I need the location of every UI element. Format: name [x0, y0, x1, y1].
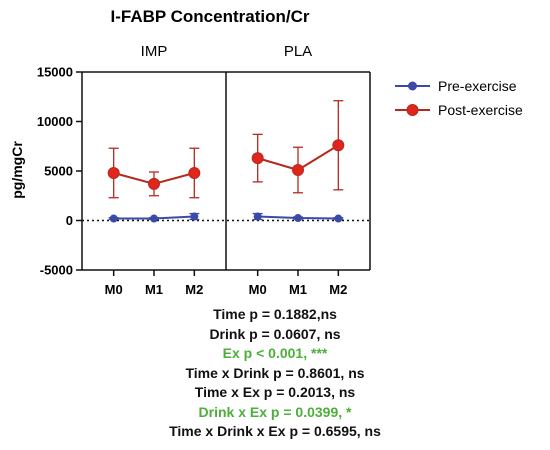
y-tick-label: 0	[66, 213, 73, 228]
stat-annotation: Time x Drink x Ex p = 0.6595, ns	[169, 423, 381, 439]
data-point	[150, 214, 158, 223]
x-tick-label: M1	[289, 282, 307, 297]
stat-annotation: Ex p < 0.001, ***	[222, 345, 328, 361]
data-point	[190, 212, 199, 221]
legend-marker	[406, 104, 419, 116]
data-point	[253, 212, 262, 221]
x-tick-label: M2	[185, 282, 203, 297]
data-point	[188, 166, 201, 179]
x-tick-label: M2	[329, 282, 347, 297]
legend-marker	[408, 81, 417, 91]
data-point	[148, 177, 160, 190]
data-point	[294, 214, 302, 223]
panel-label: IMP	[141, 43, 168, 60]
data-point	[107, 166, 120, 179]
data-point	[109, 214, 118, 223]
stat-annotation: Drink p = 0.0607, ns	[209, 325, 341, 342]
stats-annotations: Time p = 0.1882,ns Drink p = 0.0607, ns Ex…	[0, 305, 550, 442]
stat-annotation: Time x Ex p = 0.2013, ns	[194, 384, 356, 400]
legend-label: Pre-exercise	[438, 78, 517, 94]
stat-annotation: Time p = 0.1882,ns	[213, 306, 337, 322]
data-point	[334, 214, 343, 223]
data-point	[332, 139, 345, 152]
stat-annotation: Drink x Ex p = 0.0399, *	[198, 403, 352, 420]
y-tick-label: -5000	[40, 263, 73, 278]
y-tick-label: 10000	[37, 114, 73, 129]
data-point	[292, 164, 304, 177]
data-point	[251, 152, 264, 165]
stat-annotation: Time x Drink p = 0.8601, ns	[185, 364, 365, 381]
legend-label: Post-exercise	[438, 102, 523, 118]
y-tick-label: 15000	[37, 65, 73, 80]
x-tick-label: M0	[249, 282, 267, 297]
y-tick-label: 5000	[44, 164, 73, 179]
panel-label: PLA	[284, 43, 312, 60]
x-tick-label: M0	[105, 282, 123, 297]
x-tick-label: M1	[145, 282, 163, 297]
y-axis-label: pg/mgCr	[9, 141, 25, 199]
chart-title: I-FABP Concentration/Cr	[111, 7, 310, 26]
